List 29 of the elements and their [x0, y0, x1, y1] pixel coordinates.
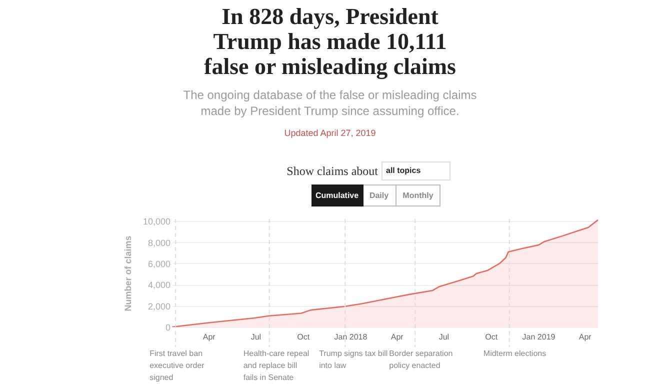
- text: Show claims about: [286, 164, 379, 178]
- text: all topics: [386, 166, 422, 175]
- y-tick-label: 10,000: [142, 216, 170, 227]
- text: Cumulative: [315, 191, 360, 200]
- x-tick-label: Oct: [297, 332, 310, 342]
- y-axis-title: Number of claims: [122, 236, 133, 312]
- x-tick-label: Oct: [485, 332, 498, 342]
- chart-title: In 828 days, President Trump has made 10,111 false or misleading claims: [204, 4, 456, 80]
- ref-line-label: Border separation policy enacted: [389, 349, 453, 370]
- text: Daily: [369, 191, 390, 200]
- text: Monthly: [402, 191, 434, 200]
- x-tick-label: Apr: [202, 332, 216, 342]
- ref-line-label: Midterm elections: [483, 349, 546, 358]
- ref-line-label: First travel ban executive order signed: [150, 349, 205, 382]
- y-tick-label: 0: [165, 322, 170, 332]
- ref-line-label: Trump signs tax bill into law: [319, 349, 388, 370]
- x-tick-label: Apr: [390, 332, 404, 342]
- x-tick-label: Apr: [578, 332, 592, 342]
- ref-line-label: Health-care repeal and replace bill fails in Senate: [243, 349, 310, 382]
- x-tick-label: Jul: [250, 332, 262, 342]
- y-tick-label: 8,000: [148, 238, 170, 248]
- x-tick-label: Jan 2018: [334, 332, 368, 342]
- y-tick-label: 4,000: [148, 280, 170, 290]
- x-tick-label: Jan 2019: [522, 332, 556, 342]
- y-tick-label: 2,000: [148, 301, 170, 312]
- x-tick-label: Jul: [438, 332, 450, 342]
- y-tick-label: 6,000: [148, 258, 170, 269]
- text: Updated April 27, 2019: [284, 128, 376, 138]
- chart-subtitle: The ongoing database of the false or misleading claims made by President Trump since assuming office.: [183, 88, 477, 118]
